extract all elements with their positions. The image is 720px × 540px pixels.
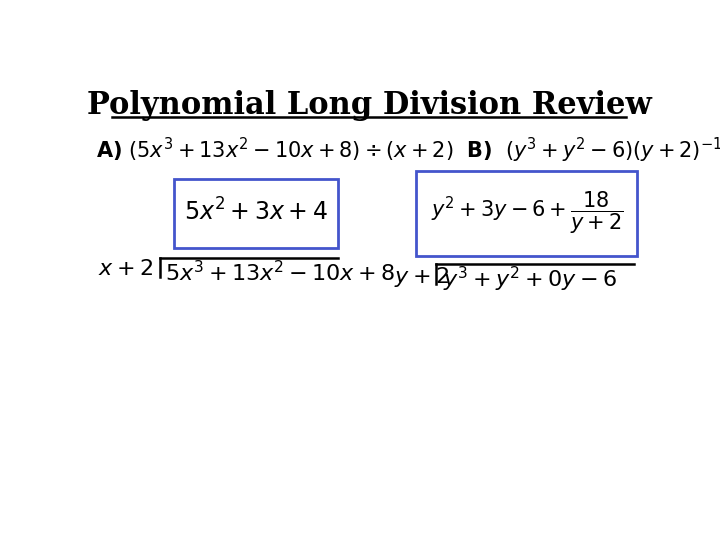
FancyBboxPatch shape	[416, 171, 637, 256]
Text: $y + 2$: $y + 2$	[394, 265, 449, 289]
Text: $x + 2$: $x + 2$	[99, 259, 153, 279]
Text: $\mathbf{A)}$ $(5x^3 + 13x^2 - 10x + 8) \div (x + 2)$  $\mathbf{B)}$  $(y^3 + y^: $\mathbf{A)}$ $(5x^3 + 13x^2 - 10x + 8) …	[96, 136, 720, 165]
Text: $y^3 + y^2 + 0y - 6$: $y^3 + y^2 + 0y - 6$	[443, 265, 616, 294]
Text: Polynomial Long Division Review: Polynomial Long Division Review	[86, 90, 652, 121]
Text: $5x^3 + 13x^2 - 10x + 8$: $5x^3 + 13x^2 - 10x + 8$	[166, 260, 395, 285]
Text: $y^2 + 3y - 6 + \dfrac{18}{y + 2}$: $y^2 + 3y - 6 + \dfrac{18}{y + 2}$	[431, 189, 624, 235]
Text: $5x^2 + 3x + 4$: $5x^2 + 3x + 4$	[184, 199, 328, 226]
FancyBboxPatch shape	[174, 179, 338, 248]
